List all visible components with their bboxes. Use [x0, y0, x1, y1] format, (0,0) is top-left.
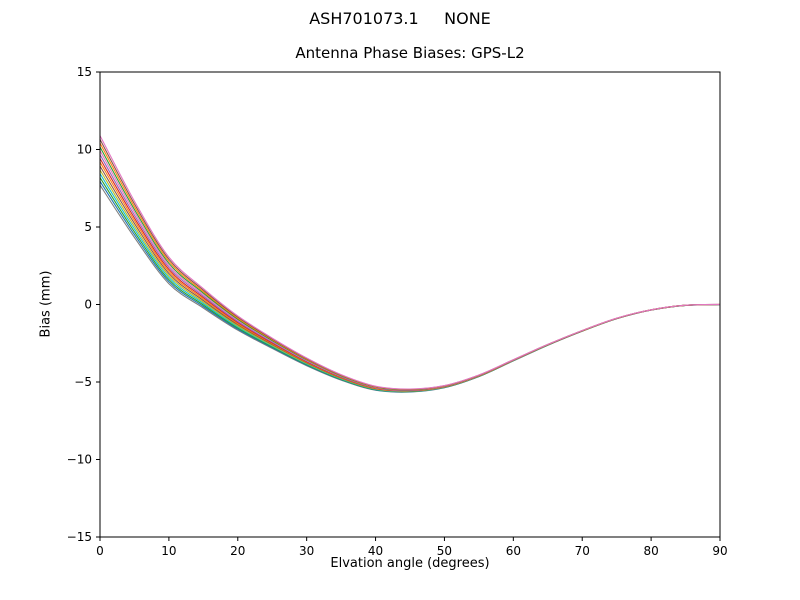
- x-tick-label: 20: [230, 544, 245, 558]
- x-tick-label: 0: [96, 544, 104, 558]
- plot-suptitle: ASH701073.1 NONE: [309, 9, 491, 28]
- x-tick-label: 50: [437, 544, 452, 558]
- series-curve-10: [99, 150, 721, 391]
- y-tick-label: 15: [77, 65, 92, 79]
- y-tick-label: 5: [84, 220, 92, 234]
- series-curve-12: [99, 142, 721, 391]
- series-curve-06: [99, 165, 721, 392]
- x-tick-label: 30: [299, 544, 314, 558]
- y-tick-label: 10: [77, 143, 92, 157]
- series-curve-08: [99, 157, 721, 392]
- x-tick-label: 90: [712, 544, 727, 558]
- y-tick-label: −5: [74, 375, 92, 389]
- x-tick-label: 80: [643, 544, 658, 558]
- x-tick-label: 60: [506, 544, 521, 558]
- y-tick-label: −15: [67, 530, 92, 544]
- axes-box: [99, 71, 721, 538]
- series-curve-09: [99, 154, 721, 391]
- series-curve-14: [99, 135, 721, 390]
- x-tick-label: 70: [575, 544, 590, 558]
- y-tick-label: 0: [84, 298, 92, 312]
- x-axis-label: Elvation angle (degrees): [330, 556, 490, 571]
- x-tick-label: 40: [368, 544, 383, 558]
- series-curve-11: [99, 146, 721, 391]
- plot-title: Antenna Phase Biases: GPS-L2: [295, 44, 525, 62]
- series-curve-13: [99, 138, 721, 390]
- y-tick-label: −10: [67, 453, 92, 467]
- series-curve-07: [99, 161, 721, 392]
- y-axis-label: Bias (mm): [38, 270, 54, 338]
- x-tick-label: 10: [161, 544, 176, 558]
